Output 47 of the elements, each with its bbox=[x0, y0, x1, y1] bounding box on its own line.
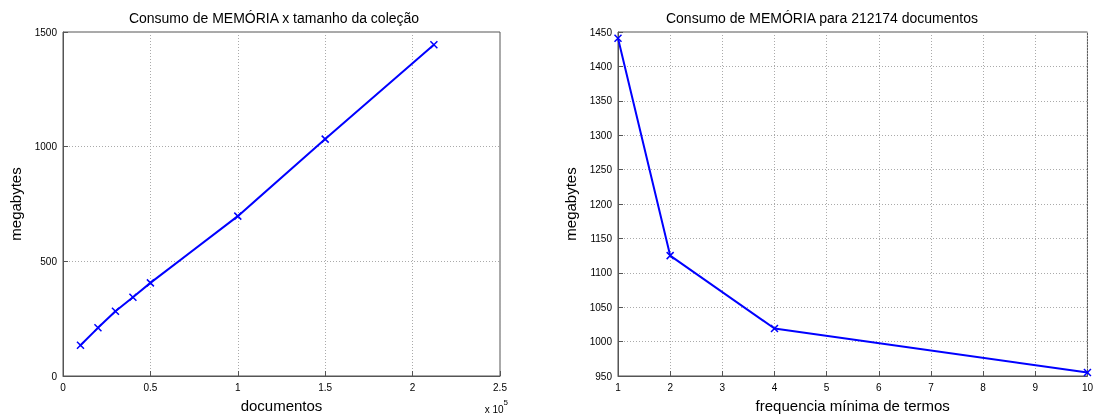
y-tick-label: 1250 bbox=[589, 164, 613, 176]
y-tick-label: 1500 bbox=[34, 26, 58, 38]
x-tick-label: 1.5 bbox=[318, 381, 333, 393]
x-tick-label: 10 bbox=[1081, 381, 1094, 393]
y-tick-label: 1050 bbox=[589, 301, 613, 313]
y-axis-title: megabytes bbox=[7, 167, 24, 241]
point bbox=[146, 278, 155, 288]
y-tick-label: 1300 bbox=[589, 129, 613, 141]
x-tick-label: 2.5 bbox=[493, 381, 508, 393]
y-tick-label: 950 bbox=[595, 370, 613, 382]
y-tick-label: 0 bbox=[51, 370, 58, 382]
point bbox=[93, 323, 103, 333]
y-tick-label: 500 bbox=[40, 255, 58, 267]
x-axis-title: documentos bbox=[240, 397, 323, 414]
y-axis-title: megabytes bbox=[562, 167, 579, 241]
y-tick-label: 1200 bbox=[589, 198, 613, 210]
x-tick-label: 2 bbox=[667, 381, 674, 393]
x-tick-label: 4 bbox=[771, 381, 778, 393]
x-tick-label: 8 bbox=[980, 381, 987, 393]
point bbox=[76, 341, 85, 350]
point bbox=[128, 293, 138, 302]
x-tick-label: 0 bbox=[60, 381, 67, 393]
point bbox=[665, 251, 675, 260]
x-tick-label: 3 bbox=[719, 381, 726, 393]
point bbox=[320, 134, 330, 144]
x-tick-label: 9 bbox=[1032, 381, 1039, 393]
x-tick-label: 6 bbox=[876, 381, 883, 393]
y-tick-label: 1000 bbox=[34, 141, 58, 153]
chart-title: Consumo de MEMÓRIA x tamanho da coleção bbox=[128, 10, 420, 26]
y-tick-label: 1150 bbox=[590, 232, 613, 244]
y-tick-label: 1100 bbox=[590, 267, 613, 279]
x-tick-label: 1 bbox=[235, 381, 242, 393]
y-tick-label: 1350 bbox=[589, 95, 613, 107]
x-tick-label: 7 bbox=[928, 381, 935, 393]
point bbox=[770, 324, 779, 333]
y-tick-label: 1400 bbox=[589, 60, 613, 72]
point bbox=[429, 40, 439, 50]
y-tick-label: 1000 bbox=[589, 336, 613, 348]
x-tick-label: 2 bbox=[409, 381, 416, 393]
x-axis-title: frequencia mínima de termos bbox=[755, 397, 950, 414]
chart-title: Consumo de MEMÓRIA para 212174 documentos bbox=[665, 10, 979, 26]
x-tick-label: 1 bbox=[615, 381, 622, 393]
x-tick-label: 5 bbox=[823, 381, 830, 393]
x-tick-label: 0.5 bbox=[143, 381, 158, 393]
point bbox=[233, 211, 243, 221]
point bbox=[111, 307, 120, 316]
y-tick-label: 1450 bbox=[589, 26, 613, 38]
